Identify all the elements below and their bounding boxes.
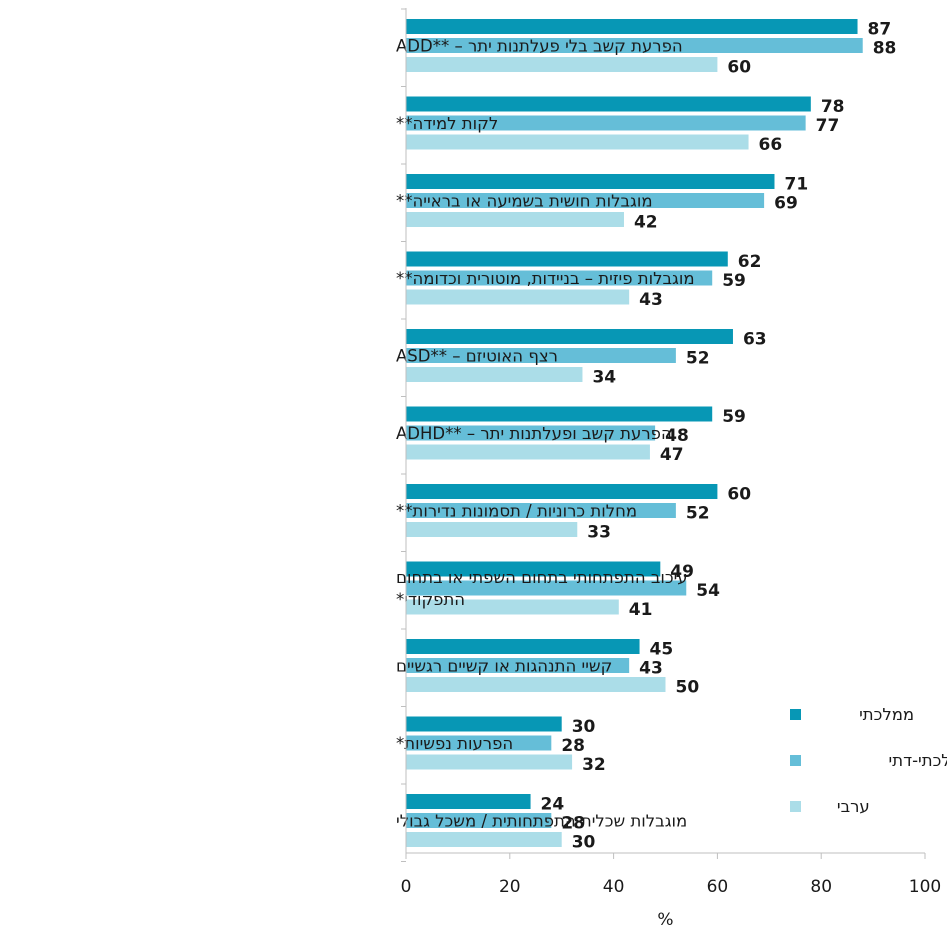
category-label: ADD** – הפרעת קשב בלי פעלתנות יתר	[396, 37, 683, 56]
legend-label: ממלכתי-דתי	[889, 751, 947, 770]
data-label: 45	[650, 640, 674, 660]
data-label: 62	[738, 252, 762, 272]
data-label: 60	[727, 485, 751, 505]
data-label: 87	[868, 20, 892, 40]
legend-label: ממלכתי	[859, 705, 914, 724]
x-tick-label: 100	[909, 877, 941, 897]
bar	[406, 677, 666, 692]
bar	[406, 639, 640, 654]
category-label: הפרעות נפשיות*	[396, 734, 513, 753]
data-label: 30	[572, 833, 596, 853]
data-label: 41	[629, 600, 653, 620]
x-axis-title: %	[657, 910, 673, 929]
data-label: 50	[676, 678, 700, 698]
bar	[406, 115, 806, 131]
bar	[406, 522, 578, 537]
legend-swatch	[790, 801, 801, 812]
bar	[406, 658, 630, 673]
bar	[406, 484, 718, 499]
data-label: 52	[686, 349, 710, 369]
data-label: 30	[572, 717, 596, 737]
category-label: מוגבלות שכלית התפתחותית / משכל גבולי	[396, 812, 687, 831]
bar	[406, 425, 656, 441]
data-label: 71	[784, 175, 808, 195]
x-tick-label: 20	[499, 877, 521, 897]
data-label: 59	[722, 407, 746, 427]
data-label: 52	[686, 504, 710, 524]
data-label: 43	[639, 290, 663, 310]
data-label: 69	[774, 194, 798, 214]
data-label: 49	[670, 562, 694, 582]
bar	[406, 57, 718, 72]
x-tick-label: 60	[707, 877, 729, 897]
data-label: 42	[634, 213, 658, 233]
bar	[406, 599, 619, 615]
data-label: 43	[639, 659, 663, 679]
data-label: 47	[660, 445, 684, 465]
bar	[406, 580, 687, 596]
x-tick-label: 0	[401, 877, 412, 897]
bar	[406, 329, 733, 344]
x-tick-label: 80	[810, 877, 832, 897]
bar	[406, 174, 775, 189]
bar	[406, 406, 713, 422]
category-label: קשיי התנהגות או קשיים רגשיים	[396, 657, 612, 676]
bar	[406, 813, 552, 828]
category-label: מוגבלות פיזית – בניידות, מוטורית וכדומה*…	[396, 269, 695, 288]
data-label: 33	[587, 523, 611, 543]
bar	[406, 96, 811, 112]
bar	[406, 735, 552, 751]
data-label: 48	[665, 426, 689, 446]
bar	[406, 367, 583, 382]
data-label: 28	[561, 736, 585, 756]
bar	[406, 444, 650, 460]
data-label: 59	[722, 271, 746, 291]
bar	[406, 251, 728, 267]
data-label: 60	[727, 58, 751, 78]
bar	[406, 503, 676, 518]
category-label: ASD** – רצף האוטיזם	[396, 347, 558, 366]
category-label: עיכוב התפתחותי בתחום השפתי או בתחום	[396, 568, 688, 587]
bar	[406, 754, 573, 770]
bar	[406, 38, 863, 53]
category-label: התפקודי*	[396, 590, 465, 609]
bar	[406, 794, 531, 809]
data-label: 54	[696, 581, 720, 601]
data-label: 34	[592, 368, 616, 388]
bar	[406, 832, 562, 847]
category-label: מחלות כרוניות / תסמונות נדירות**	[396, 502, 637, 521]
bar	[406, 270, 713, 286]
bar	[406, 289, 630, 305]
bar	[406, 348, 676, 363]
legend-swatch	[790, 709, 801, 720]
legend-swatch	[790, 755, 801, 766]
legend-label: ערבי	[837, 797, 870, 816]
bar	[406, 561, 661, 577]
data-label: 24	[541, 795, 565, 815]
bar	[406, 716, 562, 732]
data-label: 88	[873, 39, 897, 59]
bar	[406, 19, 858, 34]
bar	[406, 193, 765, 208]
data-label: 28	[561, 814, 585, 834]
bar	[406, 212, 624, 227]
data-label: 77	[816, 116, 840, 136]
bar	[406, 134, 749, 150]
data-label: 78	[821, 97, 845, 117]
data-label: 32	[582, 755, 606, 775]
category-label: ADHD** – הפרעת קשב ופעלתנות יתר	[396, 424, 672, 443]
x-tick-label: 40	[603, 877, 625, 897]
category-label: לקות למידה**	[396, 114, 498, 133]
data-label: 66	[759, 135, 783, 155]
category-label: מוגבלות חושית בשמיעה או בראייה**	[396, 192, 653, 211]
data-label: 63	[743, 330, 767, 350]
